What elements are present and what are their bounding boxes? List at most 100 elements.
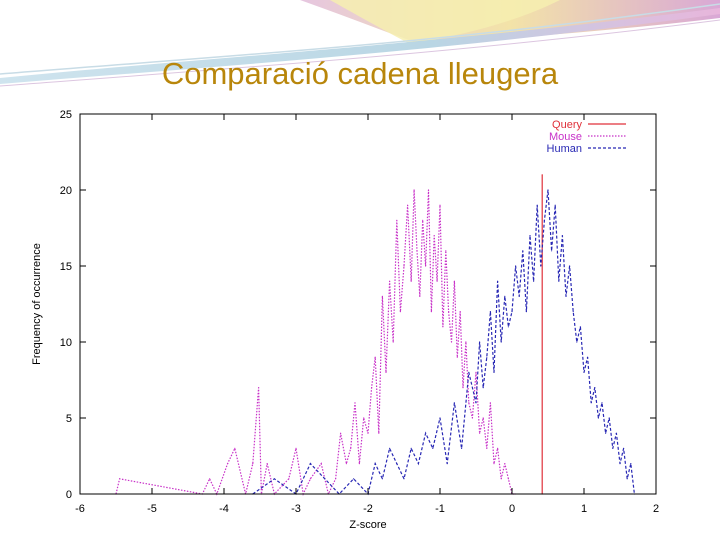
data-point-human bbox=[432, 447, 434, 449]
data-point-human bbox=[554, 204, 556, 206]
data-point-mouse bbox=[507, 478, 509, 480]
data-point-human bbox=[425, 432, 427, 434]
data-point-human bbox=[561, 235, 564, 237]
data-point-human bbox=[410, 447, 412, 449]
data-point-human bbox=[619, 463, 621, 465]
x-tick-label: -2 bbox=[363, 503, 373, 515]
data-point-human bbox=[353, 478, 355, 480]
y-tick-label: 5 bbox=[66, 413, 72, 425]
data-point-mouse bbox=[252, 463, 254, 465]
data-point-human bbox=[453, 402, 455, 404]
data-point-human bbox=[489, 311, 491, 313]
data-point-mouse bbox=[234, 447, 236, 449]
data-point-human bbox=[583, 371, 585, 373]
x-tick-label: -1 bbox=[435, 503, 445, 515]
data-point-human bbox=[417, 463, 419, 465]
data-point-mouse bbox=[410, 280, 412, 282]
data-point-human bbox=[540, 265, 542, 267]
data-point-mouse bbox=[399, 311, 401, 313]
data-point-mouse bbox=[425, 265, 427, 267]
data-point-mouse bbox=[258, 387, 260, 389]
y-tick-label: 15 bbox=[60, 261, 72, 273]
data-point-mouse bbox=[209, 478, 211, 480]
data-point-human bbox=[536, 204, 538, 206]
data-point-human bbox=[612, 447, 614, 449]
data-point-human bbox=[525, 311, 527, 313]
banner-line-2 bbox=[0, 19, 720, 87]
data-point-human bbox=[511, 311, 513, 313]
data-point-human bbox=[396, 463, 398, 465]
data-point-mouse bbox=[363, 417, 365, 419]
data-point-mouse bbox=[504, 463, 506, 465]
data-point-mouse bbox=[385, 371, 387, 373]
data-point-mouse bbox=[493, 463, 495, 465]
data-point-mouse bbox=[381, 295, 383, 297]
data-point-human bbox=[273, 478, 275, 480]
y-tick-label: 25 bbox=[60, 109, 72, 121]
data-point-mouse bbox=[345, 463, 347, 465]
data-point-human bbox=[381, 478, 383, 480]
data-point-mouse bbox=[416, 250, 418, 252]
data-point-human bbox=[479, 341, 481, 343]
data-point-human bbox=[597, 417, 600, 419]
data-point-mouse bbox=[396, 219, 398, 221]
data-point-mouse bbox=[119, 478, 121, 480]
y-axis-title: Frequency of occurrence bbox=[31, 243, 43, 365]
data-point-mouse bbox=[462, 387, 464, 389]
x-tick-label: 2 bbox=[653, 503, 659, 515]
data-point-human bbox=[529, 235, 531, 237]
data-point-human bbox=[486, 356, 488, 358]
data-point-human bbox=[579, 326, 582, 328]
chart-panel: -6 -5 -4 -3 -2 -1 0 1 2 0 5 10 15 20 25 Z-score Freque… bbox=[26, 101, 674, 537]
data-point-human bbox=[374, 463, 376, 465]
data-point-mouse bbox=[439, 204, 441, 206]
data-point-mouse bbox=[320, 463, 322, 465]
data-point-human bbox=[309, 463, 311, 465]
data-point-mouse bbox=[374, 356, 376, 358]
banner-swoosh-yellow bbox=[330, 0, 560, 44]
data-point-mouse bbox=[378, 432, 380, 434]
data-point-human bbox=[504, 295, 506, 297]
slide-title: Comparació cadena lleugera bbox=[161, 56, 559, 91]
data-point-mouse bbox=[407, 204, 409, 206]
data-point-human bbox=[558, 280, 560, 282]
data-point-mouse bbox=[445, 250, 447, 252]
data-point-mouse bbox=[389, 280, 391, 282]
data-point-mouse bbox=[354, 402, 356, 404]
data-point-mouse bbox=[430, 311, 432, 313]
data-point-mouse bbox=[500, 478, 502, 480]
data-point-mouse bbox=[227, 463, 229, 465]
data-point-mouse bbox=[482, 417, 484, 419]
data-point-mouse bbox=[367, 432, 369, 434]
data-point-human bbox=[590, 402, 592, 404]
x-tick-label: -6 bbox=[75, 503, 85, 515]
data-point-mouse bbox=[471, 417, 473, 419]
data-point-human bbox=[446, 463, 448, 465]
banner-line bbox=[0, 3, 720, 75]
data-point-human bbox=[389, 447, 391, 449]
decorative-banner bbox=[0, 0, 720, 87]
data-point-mouse bbox=[350, 447, 352, 449]
data-point-mouse bbox=[475, 371, 477, 373]
data-point-mouse bbox=[436, 280, 438, 282]
data-point-human bbox=[515, 265, 517, 267]
series-layer bbox=[115, 174, 636, 497]
data-point-human bbox=[547, 189, 549, 191]
data-point-mouse bbox=[358, 463, 360, 465]
plot-frame bbox=[79, 113, 657, 495]
data-point-mouse bbox=[288, 478, 290, 480]
data-point-human bbox=[439, 417, 441, 419]
data-point-mouse bbox=[403, 265, 405, 267]
data-point-mouse bbox=[465, 341, 467, 343]
data-point-mouse bbox=[433, 235, 435, 237]
data-point-mouse bbox=[442, 326, 444, 328]
data-point-mouse bbox=[413, 189, 415, 191]
data-point-mouse bbox=[335, 478, 337, 480]
legend-label-mouse: Mouse bbox=[549, 131, 582, 143]
data-point-mouse bbox=[295, 447, 297, 449]
data-point-mouse bbox=[392, 341, 394, 343]
data-point-human bbox=[594, 387, 596, 389]
